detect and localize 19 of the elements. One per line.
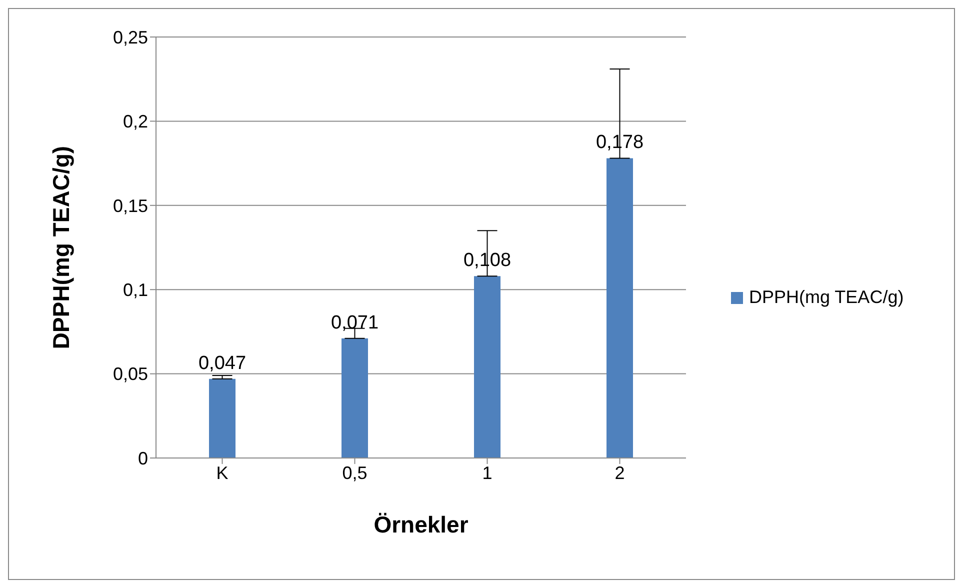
x-axis-title: Örnekler [374, 511, 468, 538]
y-tick-label: 0,15 [112, 196, 148, 216]
data-label: 0,071 [330, 312, 379, 334]
data-label: 0,047 [198, 352, 246, 374]
bar [606, 158, 633, 458]
legend-label: DPPH(mg TEAC/g) [749, 287, 904, 308]
bar [342, 338, 368, 458]
y-tick-label: 0 [138, 448, 148, 468]
y-tick-label: 0,05 [112, 364, 148, 384]
y-axis-title: DPPH(mg TEAC/g) [48, 146, 74, 350]
y-tick-label: 0,25 [112, 27, 148, 48]
x-tick-label: 2 [614, 462, 625, 483]
bar [209, 378, 236, 458]
x-tick-label: 0,5 [342, 462, 368, 483]
bar [474, 276, 500, 458]
x-tick-label: 1 [482, 462, 492, 483]
y-tick-label: 0,1 [122, 280, 148, 300]
x-tick-label: K [216, 462, 228, 483]
y-tick-label: 0,2 [122, 112, 148, 132]
